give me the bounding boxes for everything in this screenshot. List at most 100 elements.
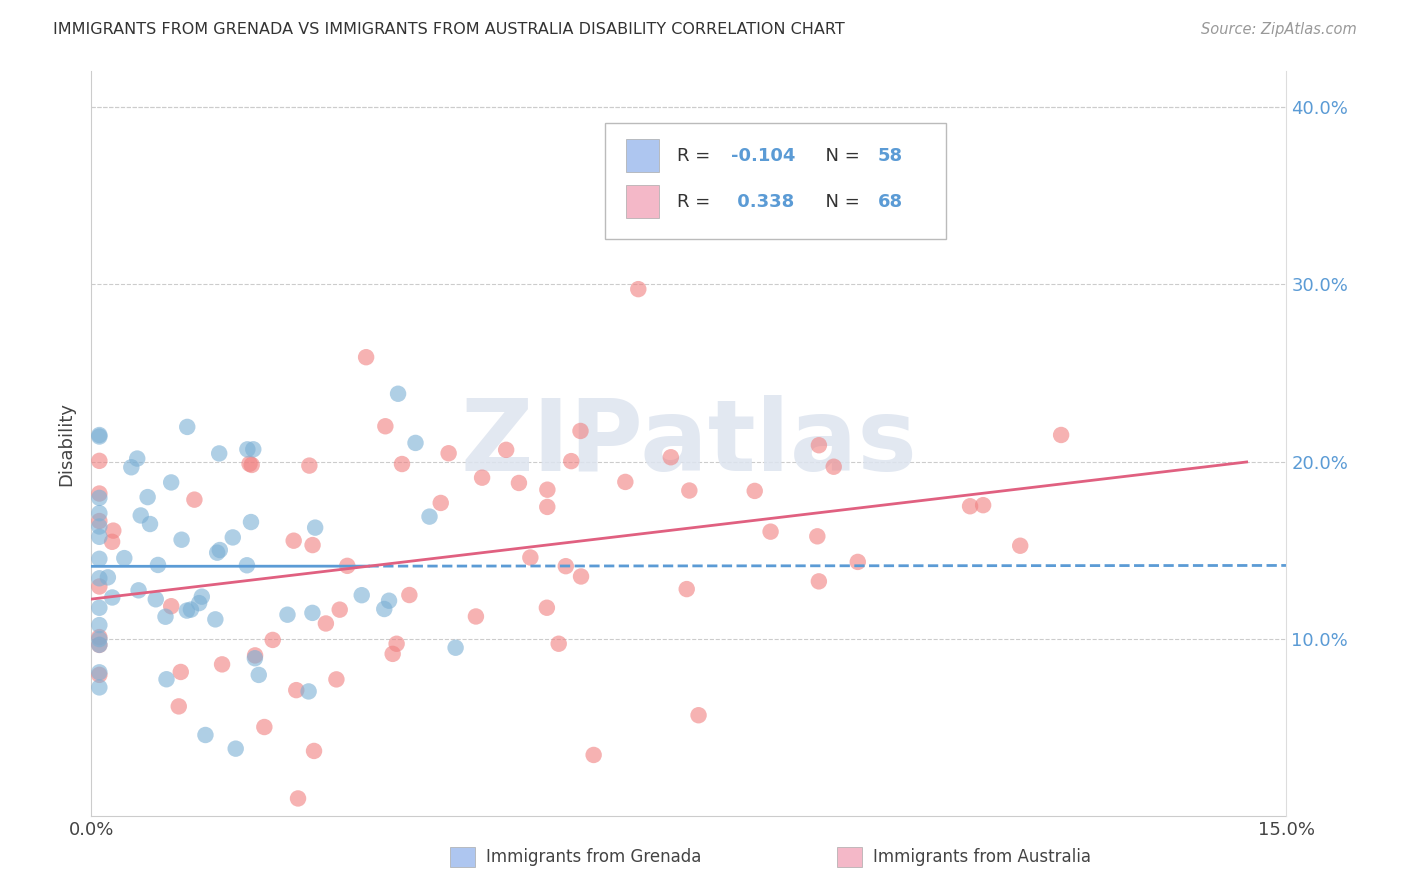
- Point: [374, 419, 396, 434]
- Point: [429, 496, 451, 510]
- Point: [471, 471, 494, 485]
- Point: [89, 632, 111, 646]
- Point: [240, 515, 263, 529]
- Point: [373, 602, 395, 616]
- Point: [176, 420, 198, 434]
- Text: N =: N =: [814, 146, 866, 164]
- Point: [101, 591, 124, 605]
- Point: [315, 616, 337, 631]
- Point: [283, 533, 305, 548]
- FancyBboxPatch shape: [605, 123, 946, 239]
- Point: [823, 459, 845, 474]
- Point: [89, 428, 111, 442]
- Point: [155, 609, 177, 624]
- Point: [807, 438, 830, 452]
- Point: [354, 350, 377, 364]
- Point: [247, 668, 270, 682]
- Point: [298, 458, 321, 473]
- Point: [262, 632, 284, 647]
- Point: [170, 533, 193, 547]
- Text: Immigrants from Australia: Immigrants from Australia: [873, 848, 1091, 866]
- Point: [959, 500, 981, 514]
- Point: [253, 720, 276, 734]
- Point: [127, 451, 149, 466]
- Point: [89, 506, 111, 520]
- Text: Immigrants from Grenada: Immigrants from Grenada: [486, 848, 702, 866]
- Point: [301, 538, 323, 552]
- Point: [659, 450, 682, 465]
- Point: [243, 648, 266, 663]
- Point: [89, 514, 111, 528]
- Point: [972, 498, 994, 512]
- Point: [569, 424, 592, 438]
- Point: [381, 647, 404, 661]
- Point: [183, 492, 205, 507]
- Point: [325, 673, 347, 687]
- Text: ZIPatlas: ZIPatlas: [461, 395, 917, 492]
- Point: [139, 516, 162, 531]
- Point: [1050, 428, 1073, 442]
- Point: [554, 559, 576, 574]
- Point: [129, 508, 152, 523]
- Point: [569, 569, 592, 583]
- Text: Source: ZipAtlas.com: Source: ZipAtlas.com: [1201, 22, 1357, 37]
- Point: [167, 699, 190, 714]
- Point: [240, 458, 263, 472]
- Point: [128, 583, 150, 598]
- Point: [627, 282, 650, 296]
- Point: [519, 550, 541, 565]
- Point: [387, 386, 409, 401]
- Point: [329, 602, 352, 616]
- Point: [391, 457, 413, 471]
- Point: [89, 519, 111, 533]
- Point: [678, 483, 700, 498]
- Text: N =: N =: [814, 193, 866, 211]
- Point: [103, 524, 125, 538]
- Point: [688, 708, 710, 723]
- Point: [385, 637, 408, 651]
- Point: [89, 530, 111, 544]
- Point: [285, 683, 308, 698]
- Point: [89, 580, 111, 594]
- Point: [238, 457, 260, 471]
- Point: [89, 600, 111, 615]
- Point: [547, 637, 569, 651]
- Point: [1010, 539, 1032, 553]
- Point: [97, 570, 120, 584]
- Point: [191, 590, 214, 604]
- Point: [418, 509, 440, 524]
- Point: [560, 454, 582, 468]
- Point: [160, 599, 183, 614]
- Point: [807, 574, 830, 589]
- Text: 68: 68: [877, 193, 903, 211]
- Text: R =: R =: [678, 193, 716, 211]
- FancyBboxPatch shape: [626, 139, 659, 172]
- Point: [155, 672, 177, 686]
- Point: [89, 638, 111, 652]
- Point: [350, 588, 373, 602]
- Point: [287, 791, 309, 805]
- Point: [89, 551, 111, 566]
- Point: [101, 534, 124, 549]
- Point: [508, 475, 530, 490]
- Point: [225, 741, 247, 756]
- Point: [89, 454, 111, 468]
- Point: [89, 630, 111, 644]
- Point: [301, 606, 323, 620]
- Point: [242, 442, 264, 457]
- Point: [759, 524, 782, 539]
- Point: [378, 593, 401, 607]
- Text: R =: R =: [678, 146, 716, 164]
- Point: [302, 744, 325, 758]
- Y-axis label: Disability: Disability: [58, 401, 76, 486]
- Point: [495, 442, 517, 457]
- Point: [194, 728, 217, 742]
- Text: 58: 58: [877, 146, 903, 164]
- Point: [89, 668, 111, 682]
- Point: [276, 607, 298, 622]
- Point: [170, 665, 193, 679]
- Point: [89, 486, 111, 500]
- Point: [304, 521, 326, 535]
- Point: [89, 491, 111, 505]
- Point: [211, 657, 233, 672]
